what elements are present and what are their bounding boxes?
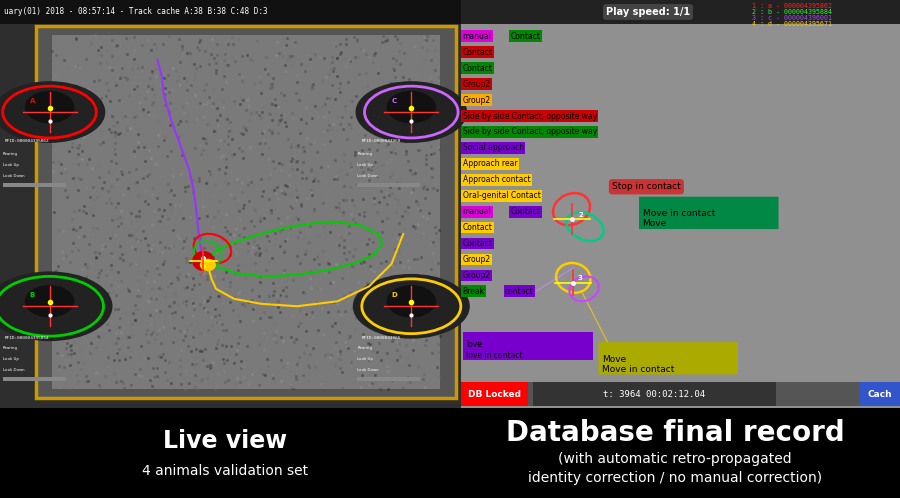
Text: Contact: Contact [463, 223, 492, 232]
Text: Rearing: Rearing [3, 346, 18, 350]
Text: Group2: Group2 [463, 271, 491, 280]
Text: B: B [30, 292, 35, 298]
Text: Group2: Group2 [463, 255, 491, 264]
Text: contact: contact [505, 287, 534, 296]
Text: 2: 2 [579, 212, 583, 218]
Bar [0, 0, 461, 408]
Text: DB Locked: DB Locked [468, 390, 521, 399]
Bar [0, 0, 461, 24]
Bar [36, 26, 456, 398]
Text: love in contact: love in contact [466, 351, 523, 360]
Bar [461, 0, 900, 24]
Text: Look Up: Look Up [357, 163, 374, 167]
Text: 2 : b - 000004395884: 2 : b - 000004395884 [752, 9, 832, 15]
Circle shape [0, 81, 105, 143]
Text: t: 3964 00:02:12.04: t: 3964 00:02:12.04 [603, 390, 706, 399]
Text: 3: 3 [578, 275, 582, 281]
Bar [461, 0, 900, 408]
Text: Move: Move [602, 355, 626, 364]
Text: Contact: Contact [463, 48, 492, 57]
Bar [860, 382, 900, 406]
Text: A: A [30, 98, 35, 104]
Circle shape [356, 81, 467, 143]
Text: Move in contact: Move in contact [602, 365, 674, 374]
Text: Contact: Contact [463, 64, 492, 73]
Text: Side by side Contact, opposite way: Side by side Contact, opposite way [463, 127, 597, 136]
FancyBboxPatch shape [598, 342, 738, 374]
FancyBboxPatch shape [463, 332, 593, 360]
Bar [533, 382, 776, 406]
Ellipse shape [386, 91, 436, 123]
Text: Oral-genital Contact: Oral-genital Contact [463, 191, 541, 200]
Text: Approach rear: Approach rear [463, 159, 518, 168]
Ellipse shape [25, 91, 74, 123]
Ellipse shape [25, 285, 74, 318]
Text: C: C [392, 98, 397, 104]
Text: Play speed: 1/1: Play speed: 1/1 [606, 7, 690, 17]
Text: RFID:000004395854: RFID:000004395854 [4, 336, 50, 340]
Text: 4 animals validation set: 4 animals validation set [142, 464, 308, 478]
Text: Group2: Group2 [463, 80, 491, 89]
Circle shape [0, 271, 112, 341]
Text: Look Up: Look Up [357, 357, 374, 361]
Text: Contact: Contact [510, 32, 540, 41]
Text: Side by side Contact, opposite way: Side by side Contact, opposite way [463, 112, 597, 121]
Text: RFID:0000043960: RFID:0000043960 [362, 139, 401, 143]
Text: Contact: Contact [463, 239, 492, 248]
Text: Break: Break [463, 287, 485, 296]
Text: Social approach: Social approach [463, 143, 524, 152]
Text: uary(01) 2018 - 08:57:14 - Track cache A:38 B:38 C:48 D:3: uary(01) 2018 - 08:57:14 - Track cache A… [4, 7, 267, 16]
Text: Rearing: Rearing [3, 152, 18, 156]
Bar [461, 382, 528, 406]
Bar [3, 183, 66, 187]
Text: Group2: Group2 [463, 96, 491, 105]
Bar [3, 377, 66, 381]
Ellipse shape [193, 251, 215, 271]
Text: manual: manual [463, 32, 491, 41]
Text: Cach: Cach [868, 390, 892, 399]
Text: Move: Move [643, 219, 667, 228]
Text: Approach contact: Approach contact [463, 175, 530, 184]
Bar [357, 377, 420, 381]
Text: Live view: Live view [163, 429, 287, 453]
Bar [461, 382, 900, 406]
Text: Stop in contact: Stop in contact [612, 182, 680, 191]
Text: 4 : d - 000004395671: 4 : d - 000004395671 [752, 21, 832, 27]
Circle shape [353, 274, 470, 339]
Text: RFID:0000043965: RFID:0000043965 [362, 336, 401, 340]
FancyBboxPatch shape [639, 197, 778, 229]
Text: Look Up: Look Up [3, 163, 19, 167]
Ellipse shape [386, 285, 436, 318]
Text: 3 : c - 000004396001: 3 : c - 000004396001 [752, 15, 832, 21]
Text: (with automatic retro-propagated: (with automatic retro-propagated [558, 452, 792, 466]
Text: 1 : a - 000004395862: 1 : a - 000004395862 [752, 3, 832, 9]
Ellipse shape [200, 259, 216, 271]
Bar [52, 35, 440, 389]
Text: Look Down: Look Down [357, 174, 379, 178]
Text: Contact: Contact [510, 207, 540, 216]
Text: Rearing: Rearing [357, 346, 373, 350]
Text: Database final record: Database final record [506, 419, 844, 447]
Text: Move in contact: Move in contact [643, 209, 715, 218]
Bar [357, 183, 420, 187]
Text: Look Up: Look Up [3, 357, 19, 361]
Text: Look Down: Look Down [3, 174, 24, 178]
Text: RFID:000004395862: RFID:000004395862 [4, 139, 50, 143]
Text: identity correction / no manual correction): identity correction / no manual correcti… [528, 471, 822, 485]
Text: manual: manual [463, 207, 491, 216]
Text: Look Down: Look Down [357, 368, 379, 372]
Text: Look Down: Look Down [3, 368, 24, 372]
Text: Rearing: Rearing [357, 152, 373, 156]
Text: love: love [466, 340, 482, 349]
Text: D: D [392, 292, 397, 298]
